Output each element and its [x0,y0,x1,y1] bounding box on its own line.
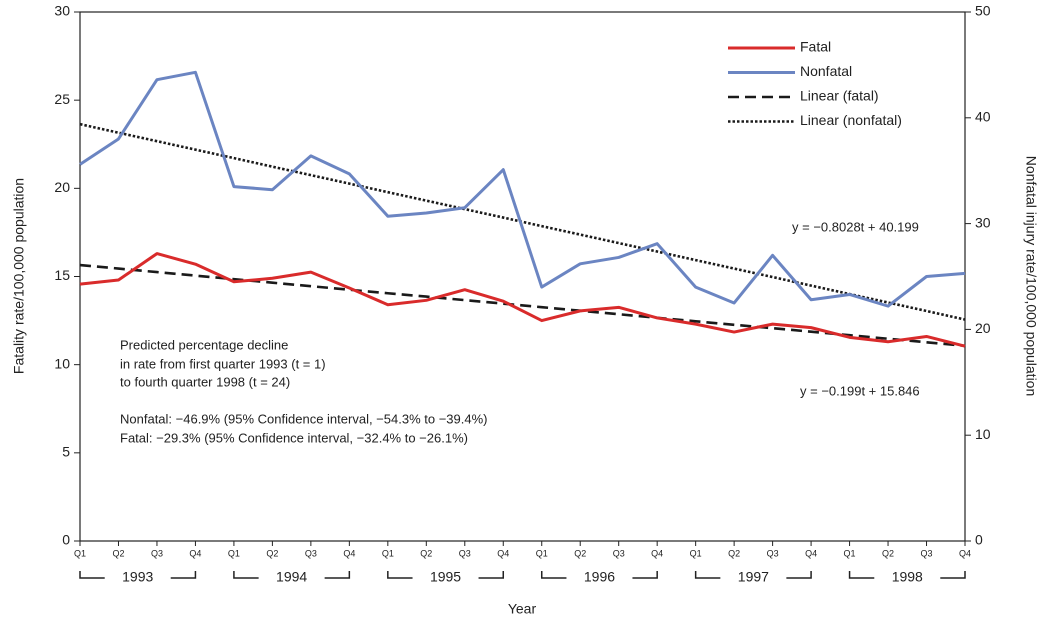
annotation: Predicted percentage decline [120,337,288,352]
x-tick-label: Q1 [844,548,856,558]
annotation: in rate from first quarter 1993 (t = 1) [120,356,326,371]
x-tick-label: Q1 [690,548,702,558]
y2-axis-label: Nonfatal injury rate/100,000 population [1023,156,1039,397]
x-tick-label: Q2 [266,548,278,558]
x-tick-label: Q2 [882,548,894,558]
y2-tick-label: 20 [975,320,991,336]
x-tick-label: Q3 [921,548,933,558]
group-bracket [694,571,812,579]
x-tick-label: Q1 [74,548,86,558]
y-tick-label: 30 [54,3,70,19]
x-tick-label: Q4 [959,548,971,558]
series-line [79,252,966,348]
x-tick-label: Q3 [459,548,471,558]
y-tick-label: 20 [54,179,70,195]
y-tick-label: 10 [54,355,70,371]
y-tick-label: 0 [62,532,70,548]
x-tick-label: Q3 [613,548,625,558]
group-bracket [540,571,658,579]
x-tick-label: Q2 [728,548,740,558]
x-tick-label: Q4 [497,548,509,558]
x-tick-label: Q1 [536,548,548,558]
y2-tick-label: 0 [975,532,983,548]
x-axis-label: Year [508,601,537,617]
y2-tick-label: 50 [975,3,991,19]
annotation: to fourth quarter 1998 (t = 24) [120,374,290,389]
x-tick-label: Q2 [574,548,586,558]
y-tick-label: 25 [54,91,70,107]
y-tick-label: 5 [62,444,70,460]
group-bracket [233,571,351,579]
group-label: 1995 [430,569,461,585]
group-label: 1996 [584,569,615,585]
annotation: Fatal: −29.3% (95% Confidence interval, … [120,430,468,445]
legend-label: Fatal [800,39,831,55]
series-line [79,263,966,348]
annotation: Nonfatal: −46.9% (95% Confidence interva… [120,411,487,426]
x-tick-label: Q4 [343,548,355,558]
y2-tick-label: 40 [975,109,991,125]
x-tick-label: Q1 [228,548,240,558]
y2-tick-label: 10 [975,426,991,442]
x-tick-label: Q4 [189,548,201,558]
x-tick-label: Q4 [805,548,817,558]
x-tick-label: Q2 [420,548,432,558]
legend-label: Linear (fatal) [800,88,879,104]
group-label: 1997 [738,569,769,585]
group-label: 1993 [122,569,153,585]
group-label: 1994 [276,569,307,585]
y2-tick-label: 30 [975,214,991,230]
group-label: 1998 [892,569,923,585]
equation: y = −0.199t + 15.846 [800,383,920,398]
equation: y = −0.8028t + 40.199 [792,219,919,234]
group-bracket [79,571,197,579]
group-bracket [848,571,966,579]
x-tick-label: Q3 [767,548,779,558]
legend-label: Nonfatal [800,63,852,79]
legend-label: Linear (nonfatal) [800,112,902,128]
x-tick-label: Q1 [382,548,394,558]
x-tick-label: Q4 [651,548,663,558]
series-line [79,70,966,308]
y-tick-label: 15 [54,267,70,283]
x-tick-label: Q2 [112,548,124,558]
x-tick-label: Q3 [305,548,317,558]
y-axis-label: Fatality rate/100,000 population [11,178,27,374]
x-tick-label: Q3 [151,548,163,558]
group-bracket [387,571,505,579]
